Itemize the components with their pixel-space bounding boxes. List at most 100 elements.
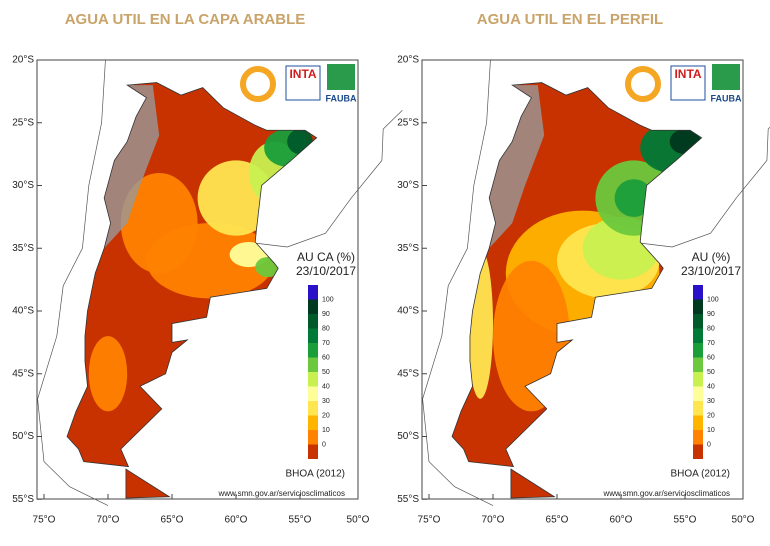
legend-swatch: [693, 299, 703, 314]
lat-label: 30°S: [12, 180, 34, 191]
legend-level: 100: [322, 296, 334, 303]
legend-level: 20: [322, 412, 330, 419]
map-title: AGUA UTIL EN EL PERFIL: [477, 11, 663, 28]
lon-label: 55°O: [674, 515, 697, 526]
legend-swatch: [693, 415, 703, 430]
legend-level: 60: [707, 354, 715, 361]
lon-label: 65°O: [546, 515, 569, 526]
legend-swatch: [308, 357, 318, 372]
legend-swatch: [693, 357, 703, 372]
legend-swatch: [308, 386, 318, 401]
legend-level: 60: [322, 354, 330, 361]
legend-level: 10: [707, 427, 715, 434]
map-panel: AGUA UTIL EN LA CAPA ARABLE 20°S 25°S 30°S 3…: [12, 11, 403, 526]
lon-label: 60°O: [225, 515, 248, 526]
legend-level: 30: [707, 398, 715, 405]
lat-label: 20°S: [397, 55, 419, 66]
legend-swatch: [308, 430, 318, 445]
legend-swatch: [693, 430, 703, 445]
legend-title: AU CA (%): [297, 250, 355, 264]
legend-swatch: [308, 401, 318, 416]
legend-level: 70: [707, 340, 715, 347]
lon-label: 50°O: [732, 515, 755, 526]
url: www.smn.gov.ar/serviciosclimaticos: [602, 489, 730, 498]
logo-inta-box: [285, 65, 321, 101]
lat-label: 50°S: [12, 431, 34, 442]
logo-fauba-mark: [712, 64, 740, 90]
legend-swatch: [693, 386, 703, 401]
legend-swatch: [693, 285, 703, 300]
legend-swatch: [693, 343, 703, 358]
legend-swatch: [693, 372, 703, 387]
logo-inta-box: [670, 65, 706, 101]
legend-swatch: [693, 314, 703, 329]
lat-label: 25°S: [397, 117, 419, 128]
country-outline: [66, 82, 318, 468]
lat-label: 40°S: [12, 306, 34, 317]
legend-swatch: [693, 444, 703, 459]
lon-label: 55°O: [289, 515, 312, 526]
andes-relief: [104, 85, 160, 249]
map-panel: AGUA UTIL EN EL PERFIL 20°S 25°S 30°S 35°S 40…: [397, 11, 770, 526]
moisture-area: [88, 336, 128, 412]
lon-label: 75°O: [33, 515, 56, 526]
logo-ring: [625, 66, 661, 102]
legend-swatch: [693, 328, 703, 343]
lat-label: 35°S: [12, 243, 34, 254]
lon-label: 70°O: [97, 515, 120, 526]
logo-inta: INTA: [289, 67, 316, 81]
legend-level: 50: [322, 369, 330, 376]
legend-level: 0: [322, 441, 326, 448]
logo-ring: [240, 66, 276, 102]
lat-label: 35°S: [397, 243, 419, 254]
legend-date: 23/10/2017: [296, 264, 356, 278]
lon-label: 65°O: [161, 515, 184, 526]
lat-label: 50°S: [397, 431, 419, 442]
legend-level: 0: [707, 441, 711, 448]
lon-label: 70°O: [482, 515, 505, 526]
legend-swatch: [308, 444, 318, 459]
logo-fauba: FAUBA: [711, 93, 742, 103]
legend-level: 40: [322, 383, 330, 390]
neighbor-coast: [641, 126, 770, 248]
legend-level: 70: [322, 340, 330, 347]
legend-level: 20: [707, 412, 715, 419]
legend-level: 80: [322, 325, 330, 332]
lat-label: 20°S: [12, 55, 34, 66]
neighbor-coast: [256, 109, 403, 248]
country-outline: [451, 82, 703, 468]
logo-fauba: FAUBA: [326, 93, 357, 103]
andes-relief: [489, 85, 545, 249]
country-outline: [510, 468, 556, 499]
chile-coast: [37, 59, 109, 506]
logo-fauba-mark: [327, 64, 355, 90]
url: www.smn.gov.ar/serviciosclimaticos: [217, 489, 345, 498]
legend-title: AU (%): [692, 250, 731, 264]
lat-label: 30°S: [397, 180, 419, 191]
lat-label: 25°S: [12, 117, 34, 128]
legend-swatch: [308, 328, 318, 343]
lon-label: 75°O: [418, 515, 441, 526]
legend-level: 90: [322, 311, 330, 318]
lat-label: 45°S: [12, 368, 34, 379]
logo-inta: INTA: [674, 67, 701, 81]
legend-level: 100: [707, 296, 719, 303]
legend-swatch: [308, 343, 318, 358]
legend-swatch: [308, 299, 318, 314]
legend-level: 50: [707, 369, 715, 376]
lat-label: 55°S: [12, 494, 34, 505]
legend-date: 23/10/2017: [681, 264, 741, 278]
legend-level: 10: [322, 427, 330, 434]
legend-level: 40: [707, 383, 715, 390]
country-outline: [125, 468, 171, 499]
lon-label: 50°O: [347, 515, 370, 526]
moisture-area: [614, 179, 653, 217]
legend-swatch: [308, 314, 318, 329]
legend-swatch: [308, 372, 318, 387]
chile-coast: [422, 59, 494, 506]
source: BHOA (2012): [286, 469, 345, 480]
legend-swatch: [693, 401, 703, 416]
lon-label: 60°O: [610, 515, 633, 526]
map-title: AGUA UTIL EN LA CAPA ARABLE: [65, 11, 306, 28]
